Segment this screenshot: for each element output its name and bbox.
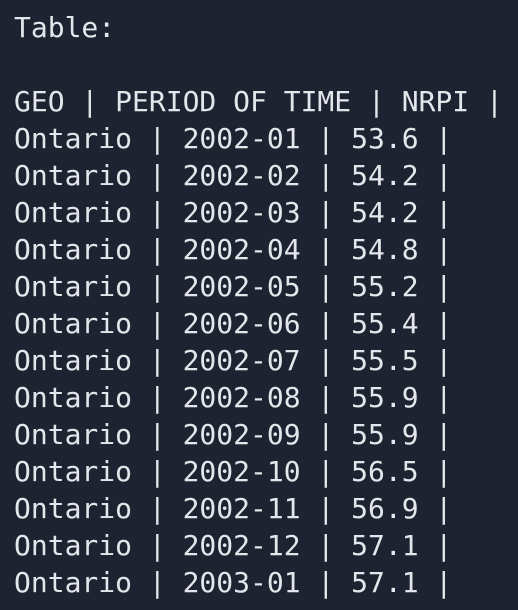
table-row: Ontario | 2002-06 | 55.4 | — [14, 307, 453, 340]
table-row: Ontario | 2002-07 | 55.5 | — [14, 344, 453, 377]
table-row: Ontario | 2002-08 | 55.9 | — [14, 381, 453, 414]
label: Table: — [14, 11, 116, 44]
table-row: Ontario | 2002-01 | 53.6 | — [14, 122, 453, 155]
table-row: Ontario | 2002-11 | 56.9 | — [14, 492, 453, 525]
table-row: Ontario | 2002-03 | 54.2 | — [14, 196, 453, 229]
table-row: Ontario | 2002-10 | 56.5 | — [14, 455, 453, 488]
table-row: Ontario | 2002-09 | 55.9 | — [14, 418, 453, 451]
table-row: Ontario | 2002-12 | 57.1 | — [14, 529, 453, 562]
table-row: Ontario | 2002-04 | 54.8 | — [14, 233, 453, 266]
table-row: Ontario | 2002-05 | 55.2 | — [14, 270, 453, 303]
table-row: Ontario | 2002-02 | 54.2 | — [14, 159, 453, 192]
table-header: GEO | PERIOD OF TIME | NRPI | — [14, 85, 503, 118]
table-row: Ontario | 2003-01 | 57.1 | — [14, 566, 453, 599]
